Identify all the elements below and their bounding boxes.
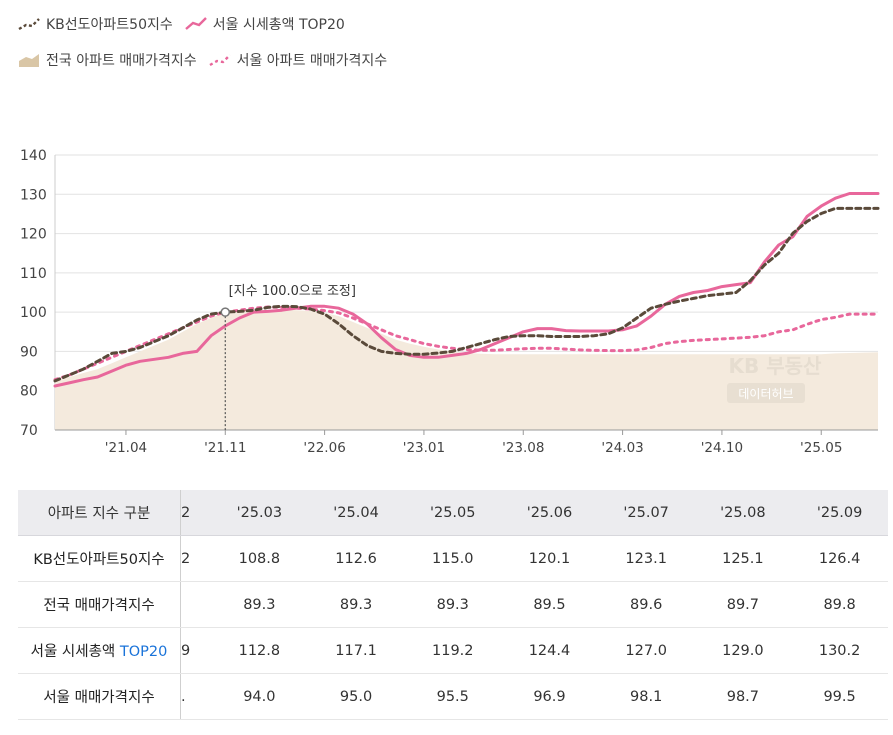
table-row: KB선도아파트50지수 2 108.8 112.6 115.0 120.1 12… — [18, 535, 888, 582]
y-tick-label: 120 — [20, 227, 47, 243]
table-header-month: '25.04 — [307, 490, 405, 536]
row-label: 서울 시세총액 TOP20 — [18, 627, 181, 674]
row-label-highlight: TOP20 — [119, 644, 168, 660]
legend-item-kb50[interactable]: KB선도아파트50지수 — [18, 14, 173, 34]
legend-item-seoul[interactable]: 서울 아파트 매매가격지수 — [208, 50, 388, 70]
solid-line-icon — [184, 17, 207, 30]
table-header-month: '25.07 — [597, 490, 695, 536]
table-header-month: '25.08 — [694, 490, 792, 536]
table-cell: 96.9 — [501, 673, 598, 720]
x-tick-label: '21.04 — [105, 440, 147, 456]
y-tick-label: 90 — [20, 344, 38, 360]
table-header-month: '25.09 — [791, 490, 888, 536]
table-cell: 89.8 — [791, 581, 888, 628]
legend-label-kb50: KB선도아파트50지수 — [46, 17, 173, 33]
table-cell-partial — [180, 581, 211, 628]
table-cell: 89.3 — [211, 581, 308, 628]
table-cell: 115.0 — [404, 535, 502, 582]
table-cell: 99.5 — [791, 673, 888, 720]
table-cell: 123.1 — [597, 535, 695, 582]
y-tick-label: 110 — [20, 266, 47, 282]
table-row: 서울 시세총액 TOP20 9 112.8 117.1 119.2 124.4 … — [18, 627, 888, 674]
legend-label-top20: 서울 시세총액 TOP20 — [212, 17, 345, 33]
row-label: 전국 매매가격지수 — [18, 581, 181, 628]
row-label: KB선도아파트50지수 — [18, 535, 181, 582]
y-tick-label: 80 — [20, 384, 38, 400]
table-cell: 108.8 — [211, 535, 308, 582]
table-cell: 89.5 — [501, 581, 598, 628]
table-cell: 112.6 — [307, 535, 405, 582]
dashed-line-icon — [18, 18, 40, 31]
x-tick-label: '23.08 — [502, 440, 544, 456]
watermark-subtitle: 데이터허브 — [738, 387, 793, 401]
legend-item-national[interactable]: 전국 아파트 매매가격지수 — [18, 50, 197, 70]
x-tick-label: '24.10 — [701, 440, 743, 456]
table-row: 전국 매매가격지수 89.3 89.3 89.3 89.5 89.6 89.7 … — [18, 581, 888, 628]
table-header-partial: 2 — [180, 490, 211, 536]
table-cell: 89.3 — [307, 581, 405, 628]
row-label-text: KB선도아파트50지수 — [33, 552, 165, 568]
y-tick-label: 70 — [20, 423, 38, 439]
table-cell: 95.0 — [307, 673, 405, 720]
area-national-index — [55, 309, 878, 430]
table-cell: 119.2 — [404, 627, 502, 674]
line-chart: 70 80 90 100 110 120 130 140 '21.04 '21.11 '22.06 '… — [20, 148, 880, 456]
table-cell: 127.0 — [597, 627, 695, 674]
table-cell: 125.1 — [694, 535, 792, 582]
table-cell: 98.1 — [597, 673, 695, 720]
table-cell: 89.3 — [404, 581, 502, 628]
table-cell: 112.8 — [211, 627, 308, 674]
watermark-title: KB 부동산 — [729, 354, 823, 378]
table-header-category: 아파트 지수 구분 — [18, 490, 181, 536]
table-cell: 89.7 — [694, 581, 792, 628]
y-tick-label: 130 — [20, 187, 47, 203]
row-label-text: 서울 시세총액 — [30, 644, 120, 660]
table-cell: 126.4 — [791, 535, 888, 582]
watermark-badge — [727, 383, 805, 403]
legend-label-national: 전국 아파트 매매가격지수 — [46, 53, 197, 69]
area-icon — [19, 54, 39, 67]
row-label-text: 전국 매매가격지수 — [43, 598, 155, 614]
table-cell-partial: . — [180, 673, 211, 720]
table-cell-partial: 9 — [180, 627, 211, 674]
legend-label-seoul: 서울 아파트 매매가격지수 — [236, 53, 388, 69]
table-header-row: 아파트 지수 구분 2 '25.03 '25.04 '25.05 '25.06 … — [18, 490, 888, 536]
table-cell: 95.5 — [404, 673, 502, 720]
x-tick-label: '23.01 — [403, 440, 445, 456]
dotted-line-icon — [208, 54, 231, 67]
table-header-month: '25.03 — [211, 490, 308, 536]
row-label-text: 서울 매매가격지수 — [43, 690, 155, 706]
series-line-seoul-top20 — [53, 192, 880, 388]
x-tick-label: '24.03 — [601, 440, 643, 456]
table-header-month: '25.05 — [404, 490, 502, 536]
x-tick-label: '25.05 — [800, 440, 842, 456]
table-cell: 129.0 — [694, 627, 792, 674]
x-tick-label: '21.11 — [204, 440, 246, 456]
row-label: 서울 매매가격지수 — [18, 673, 181, 720]
table-cell-partial: 2 — [180, 535, 211, 582]
annotation-label: [지수 100.0으로 조정] — [229, 284, 356, 299]
table-row: 서울 매매가격지수 . 94.0 95.0 95.5 96.9 98.1 98.… — [18, 673, 888, 720]
x-tick-label: '22.06 — [303, 440, 345, 456]
table-cell: 124.4 — [501, 627, 598, 674]
legend-row-2: 전국 아파트 매매가격지수 서울 아파트 매매가격지수 — [18, 50, 399, 70]
table-header-month: '25.06 — [501, 490, 598, 536]
table-cell: 98.7 — [694, 673, 792, 720]
table-cell: 117.1 — [307, 627, 405, 674]
index-table: 아파트 지수 구분 2 '25.03 '25.04 '25.05 '25.06 … — [18, 490, 888, 720]
y-tick-label: 140 — [20, 148, 47, 164]
table-cell: 89.6 — [597, 581, 695, 628]
y-tick-label: 100 — [20, 305, 47, 321]
table-cell: 130.2 — [791, 627, 888, 674]
legend-row-1: KB선도아파트50지수 서울 시세총액 TOP20 — [18, 14, 357, 34]
series-line-kb50 — [53, 206, 880, 383]
annotation-marker — [220, 307, 231, 317]
table-cell: 94.0 — [211, 673, 308, 720]
legend-item-top20[interactable]: 서울 시세총액 TOP20 — [184, 14, 345, 34]
table-cell: 120.1 — [501, 535, 598, 582]
